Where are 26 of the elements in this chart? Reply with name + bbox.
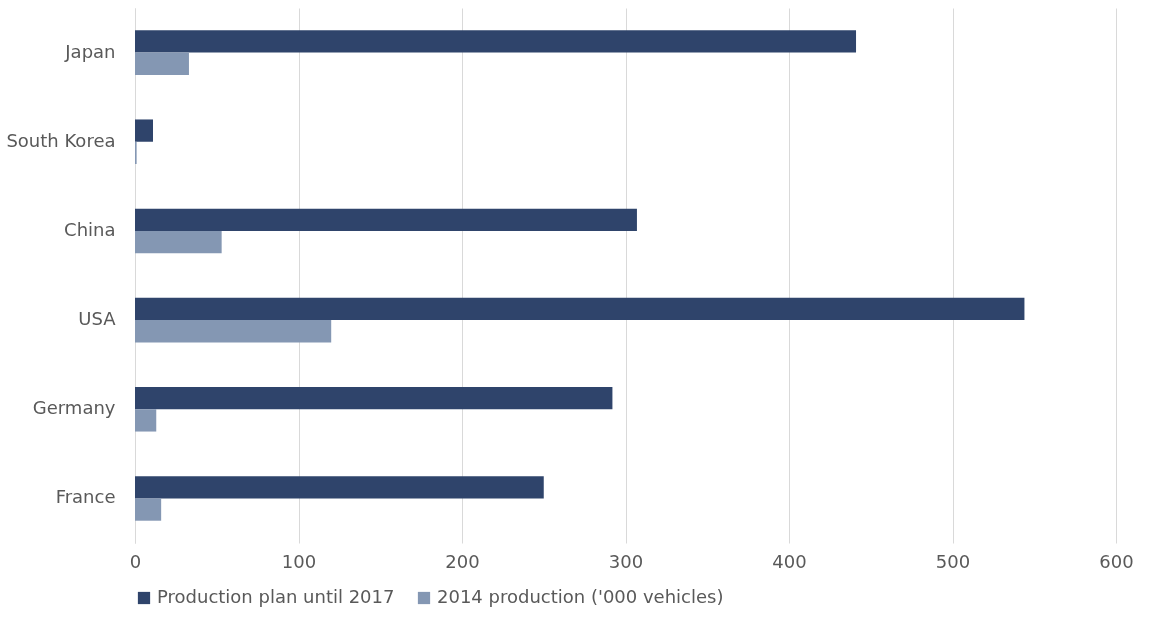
y-tick-label: Japan [64, 40, 116, 62]
x-tick-label: 100 [281, 550, 317, 572]
y-tick-label: USA [78, 308, 117, 330]
legend-label: 2014 production ('000 vehicles) [437, 586, 724, 607]
bar [135, 386, 613, 410]
legend-label: Production plan until 2017 [157, 586, 395, 607]
bar [135, 30, 857, 53]
y-tick-label: China [64, 218, 116, 240]
bar [135, 52, 189, 75]
bar [135, 409, 157, 432]
x-tick-label: 300 [608, 550, 644, 572]
bar [135, 498, 162, 521]
y-tick-label: South Korea [6, 129, 116, 151]
x-tick-label: 400 [772, 550, 807, 572]
bar [135, 119, 153, 142]
bar [135, 208, 637, 231]
y-tick-label: Germany [32, 397, 116, 419]
bar [135, 476, 544, 499]
x-tick-label: 200 [445, 550, 480, 572]
bar [135, 297, 1025, 321]
x-tick-label: 0 [129, 550, 142, 572]
x-tick-label: 500 [935, 550, 971, 572]
x-tick-label: 600 [1099, 550, 1134, 572]
y-tick-label: France [55, 486, 116, 508]
bar [135, 320, 332, 343]
bar [135, 230, 222, 254]
